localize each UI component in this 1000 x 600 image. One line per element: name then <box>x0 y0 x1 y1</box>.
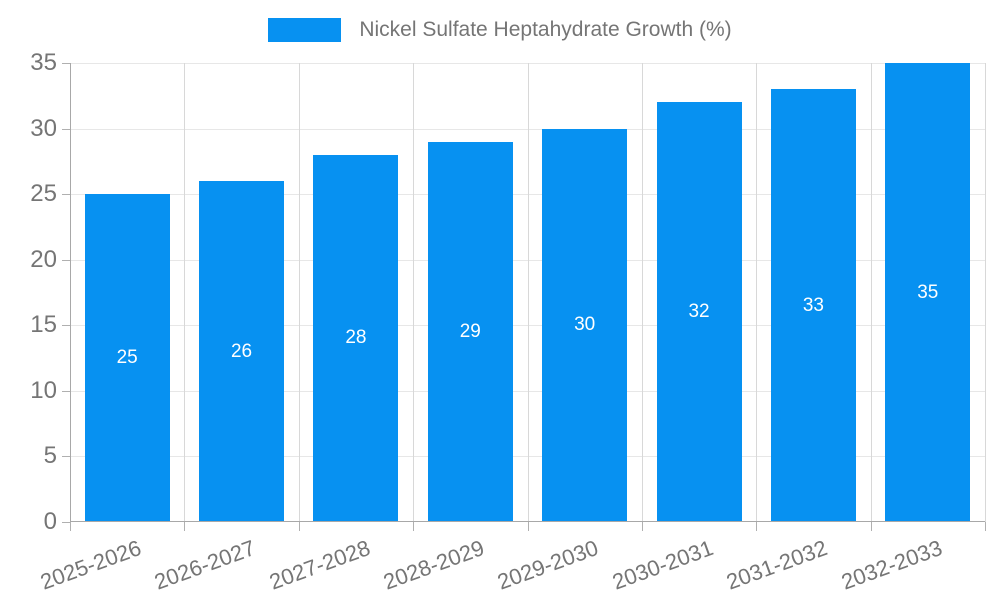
y-tick-mark <box>62 456 70 458</box>
y-tick-mark <box>62 325 70 327</box>
v-gridline <box>870 63 872 522</box>
x-tick-mark <box>413 522 415 531</box>
y-tick-mark <box>62 259 70 261</box>
x-tick-mark <box>70 522 71 531</box>
y-tick-label: 30 <box>30 114 57 142</box>
bar-value-label: 29 <box>459 320 481 342</box>
y-tick-label: 5 <box>43 442 57 470</box>
x-tick-mark <box>184 522 186 531</box>
y-tick-label: 15 <box>30 311 57 339</box>
y-tick-mark <box>62 390 70 392</box>
x-tick-mark <box>756 522 758 531</box>
bar-value-label: 28 <box>345 327 367 349</box>
x-tick-label: 2031-2032 <box>723 535 831 595</box>
x-tick-mark <box>298 522 300 531</box>
bar[interactable] <box>313 154 399 522</box>
v-gridline <box>985 63 986 522</box>
y-tick-label: 0 <box>43 508 57 535</box>
x-tick-label: 2026-2027 <box>151 535 259 595</box>
v-gridline <box>756 63 758 522</box>
bar-value-label: 33 <box>802 294 824 316</box>
v-gridline <box>527 63 529 522</box>
x-tick-mark <box>527 522 529 531</box>
y-tick-label: 10 <box>30 376 57 404</box>
bar[interactable] <box>656 102 742 522</box>
plot-area: 25 26 28 29 30 32 33 35 <box>70 63 986 522</box>
y-tick-label: 35 <box>30 49 57 76</box>
legend-swatch <box>268 18 342 42</box>
y-tick-mark <box>62 522 70 523</box>
x-tick-mark <box>985 522 986 531</box>
x-tick-mark <box>641 522 643 531</box>
v-gridline <box>641 63 643 522</box>
x-tick-label: 2028-2029 <box>380 535 488 595</box>
bar[interactable] <box>199 181 285 522</box>
y-axis-line <box>70 63 71 522</box>
x-axis-line <box>70 521 985 522</box>
bar[interactable] <box>770 89 856 522</box>
x-tick-label: 2029-2030 <box>494 535 602 595</box>
bar[interactable] <box>427 141 513 522</box>
bar[interactable] <box>542 128 628 522</box>
bar[interactable] <box>84 194 170 522</box>
y-tick-label: 25 <box>30 180 57 208</box>
x-tick-label: 2025-2026 <box>36 535 145 595</box>
y-tick-mark <box>62 63 70 64</box>
v-gridline <box>184 63 186 522</box>
x-tick-label: 2030-2031 <box>608 535 717 595</box>
y-tick-mark <box>62 128 70 130</box>
y-tick-label: 20 <box>30 245 57 273</box>
bar-value-label: 25 <box>116 347 138 369</box>
v-gridline <box>298 63 300 522</box>
x-tick-label: 2032-2033 <box>837 535 946 595</box>
bar-value-label: 30 <box>574 314 596 336</box>
bar[interactable] <box>885 63 971 522</box>
bar-value-label: 35 <box>917 281 939 303</box>
x-tick-label: 2027-2028 <box>265 535 374 595</box>
y-tick-mark <box>62 194 70 196</box>
legend-label: Nickel Sulfate Heptahydrate Growth (%) <box>359 18 732 41</box>
legend[interactable]: Nickel Sulfate Heptahydrate Growth (%) <box>0 18 1000 42</box>
bar-value-label: 26 <box>230 340 253 362</box>
x-tick-mark <box>870 522 872 531</box>
bar-value-label: 32 <box>688 301 710 323</box>
v-gridline <box>413 63 415 522</box>
